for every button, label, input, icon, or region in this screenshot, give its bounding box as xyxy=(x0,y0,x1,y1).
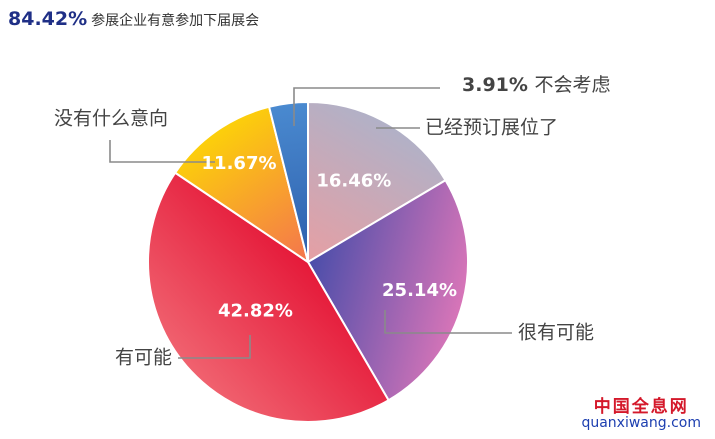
watermark-name: 中国全息网 xyxy=(593,397,689,417)
slice-category-label-2: 有可能 xyxy=(115,347,172,369)
headline-percent: 84.42% xyxy=(8,8,88,30)
leader-line-3 xyxy=(109,140,215,163)
slice-wedge-3 xyxy=(173,105,310,265)
watermark-domain: quanxiwang.com xyxy=(581,415,701,431)
slice-category-label-4: 3.91% 不会考虑 xyxy=(462,74,611,96)
slice-category-label-3: 没有什么意向 xyxy=(54,108,168,130)
slice-wedge-2 xyxy=(147,171,390,423)
leader-line-1 xyxy=(384,310,512,334)
slice-percent-label-0: 16.46% xyxy=(316,170,391,191)
headline: 84.42% 参展企业有意参加下届展会 xyxy=(8,8,259,38)
leader-line-2 xyxy=(178,335,251,359)
leader-line-4 xyxy=(293,87,440,126)
slice-percent-label-2: 42.82% xyxy=(218,300,293,321)
slice-wedge-4 xyxy=(267,100,309,263)
slice-category-label-1: 很有可能 xyxy=(518,322,594,344)
slice-wedge-0 xyxy=(307,100,447,264)
headline-text: 参展企业有意参加下届展会 xyxy=(91,13,260,29)
slice-category-label-0: 已经预订展位了 xyxy=(425,117,558,139)
slice-percent-label-3: 11.67% xyxy=(202,153,277,174)
watermark-logo: 中国全息网 quanxiwang.com xyxy=(581,392,701,431)
slice-wedge-1 xyxy=(306,178,469,402)
slice-percent-label-1: 25.14% xyxy=(382,280,457,301)
